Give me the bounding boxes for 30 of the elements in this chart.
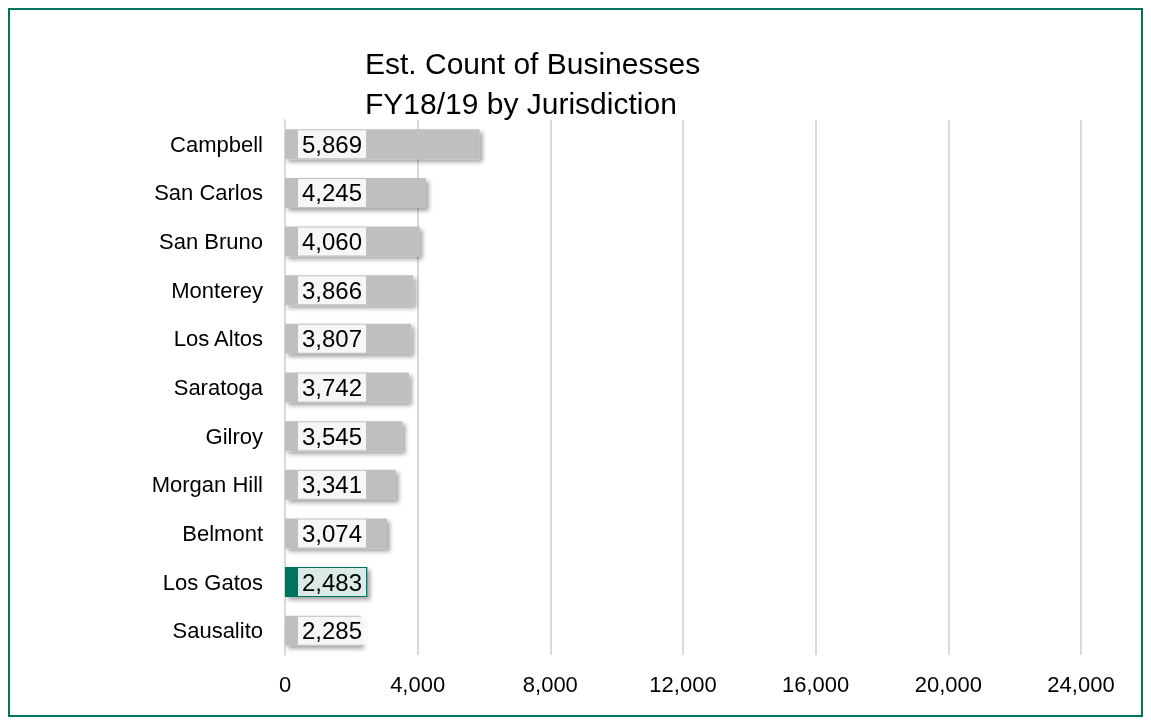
y-tick-label: San Carlos bbox=[154, 180, 263, 206]
y-tick-label: Morgan Hill bbox=[151, 472, 263, 498]
data-label: 3,807 bbox=[302, 325, 363, 353]
x-tick-label: 20,000 bbox=[914, 671, 982, 697]
data-label: 2,285 bbox=[302, 617, 363, 645]
y-tick-label: Campbell bbox=[170, 131, 263, 157]
x-tick-label: 8,000 bbox=[522, 671, 578, 697]
y-tick-label: Gilroy bbox=[205, 423, 263, 449]
y-tick-label: Belmont bbox=[182, 520, 263, 546]
data-label: 2,483 bbox=[302, 568, 363, 596]
x-tick-label: 12,000 bbox=[649, 671, 717, 697]
y-tick-label: Los Gatos bbox=[162, 569, 263, 595]
x-tick-label: 4,000 bbox=[390, 671, 446, 697]
data-label: 3,866 bbox=[302, 276, 363, 304]
data-label: 3,341 bbox=[302, 471, 363, 499]
y-tick-label: Los Altos bbox=[173, 326, 263, 352]
data-label: 3,074 bbox=[302, 519, 363, 547]
data-label: 5,869 bbox=[302, 130, 363, 158]
data-label: 4,060 bbox=[302, 228, 363, 256]
y-tick-label: Saratoga bbox=[173, 375, 264, 400]
data-label: 3,742 bbox=[302, 374, 363, 401]
x-tick-label: 16,000 bbox=[782, 671, 850, 697]
chart-title: Est. Count of Businesses FY18/19 by Jurisdiction bbox=[365, 46, 701, 120]
data-label: 4,245 bbox=[302, 179, 363, 207]
y-tick-label: Sausalito bbox=[172, 618, 263, 644]
y-tick-label: Monterey bbox=[171, 277, 263, 303]
x-tick-label: 0 bbox=[278, 671, 292, 697]
x-tick-label: 24,000 bbox=[1047, 671, 1115, 697]
data-label: 3,545 bbox=[302, 422, 363, 450]
y-tick-label: San Bruno bbox=[159, 229, 263, 255]
